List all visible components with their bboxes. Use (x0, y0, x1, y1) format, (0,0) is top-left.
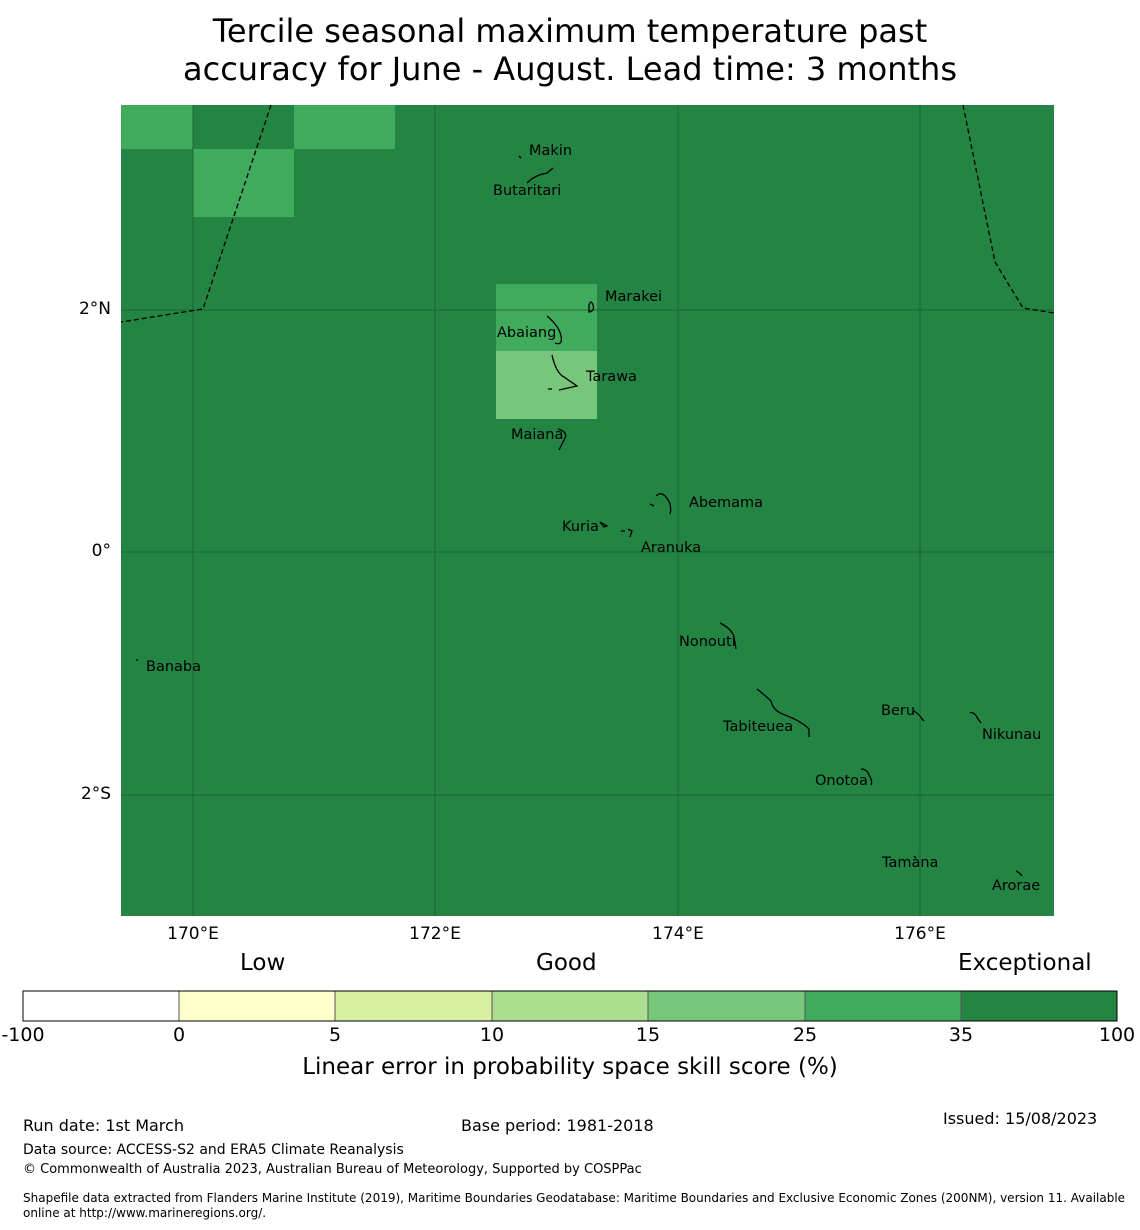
lon-label-170e: 170°E (167, 924, 219, 944)
label-tamana: Tamana (881, 855, 938, 871)
island-tarawa (548, 354, 579, 391)
island-makin (518, 155, 522, 159)
shapefile-credit-line-2: online at http://www.marineregions.org/. (23, 1206, 267, 1220)
cell-25-35 (193, 149, 294, 217)
label-abaiang: Abaiang (497, 325, 556, 341)
label-arorae: Arorae (992, 878, 1040, 894)
label-kuria: Kuria (562, 519, 599, 535)
island-butaritari (526, 167, 554, 184)
colorbar-title: Linear error in probability space skill … (302, 1054, 838, 1080)
eez-boundary (120, 104, 1055, 323)
label-maiana: Maiana (511, 427, 563, 443)
label-marakei: Marakei (605, 289, 662, 305)
map-background (121, 105, 1054, 916)
legend-category-good: Good (536, 950, 597, 976)
label-beru: Beru (881, 703, 915, 719)
lat-label-0: 0° (91, 541, 111, 561)
colorbar-tick: 25 (792, 1024, 818, 1046)
colorbar-swatch-2 (179, 991, 335, 1021)
legend-category-low: Low (240, 950, 286, 976)
colorbar-swatch-1 (23, 991, 179, 1021)
run-date: Run date: 1st March (23, 1116, 184, 1135)
island-beru (913, 710, 925, 722)
label-onotoa: Onotoa (815, 773, 868, 789)
colorbar-tick: 0 (172, 1024, 186, 1046)
colorbar-tick: 10 (479, 1024, 505, 1046)
colorbar-swatch-7 (961, 991, 1117, 1021)
island-onotoa (860, 768, 873, 786)
label-nonouti: Nonouti (679, 634, 736, 650)
island-marakei (588, 301, 595, 313)
base-period: Base period: 1981-2018 (461, 1116, 654, 1135)
colorbar-swatch-5 (648, 991, 805, 1021)
lat-label-2s: 2°S (80, 784, 111, 804)
cell-25-35 (294, 105, 395, 149)
island-nikunau (969, 711, 982, 724)
label-butaritari: Butaritari (493, 183, 561, 199)
lon-label-176e: 176°E (894, 924, 946, 944)
island-outlines (136, 155, 1023, 877)
island-aranuka (621, 528, 633, 538)
lon-label-172e: 172°E (409, 924, 461, 944)
label-aranuka: Aranuka (641, 540, 701, 556)
colorbar-tick: 5 (328, 1024, 342, 1046)
island-kuria (599, 521, 609, 528)
label-tarawa: Tarawa (585, 369, 637, 385)
copyright: © Commonwealth of Australia 2023, Austra… (23, 1162, 642, 1177)
colorbar-tick: 100 (1098, 1024, 1136, 1046)
shapefile-credit-line-1: Shapefile data extracted from Flanders M… (23, 1191, 1126, 1205)
label-tabiteuea: Tabiteuea (722, 719, 793, 735)
island-abaiang (546, 315, 563, 345)
chart-title-line-1: Tercile seasonal maximum temperature pas… (212, 12, 928, 50)
colorbar-tick: 15 (635, 1024, 661, 1046)
island-nonouti (719, 622, 737, 650)
colorbar-tick: -100 (1, 1024, 45, 1046)
cell-25-35 (496, 284, 597, 351)
label-abemama: Abemama (689, 495, 763, 511)
island-tabiteuea (756, 688, 810, 737)
island-abemama (649, 493, 672, 515)
colorbar-swatch-3 (335, 991, 492, 1021)
label-makin: Makin (529, 143, 572, 159)
data-source: Data source: ACCESS-S2 and ERA5 Climate … (23, 1142, 404, 1158)
island-maiana (557, 428, 567, 451)
colorbar-swatch-4 (492, 991, 648, 1021)
colorbar (22, 990, 1118, 1022)
chart-title-line-2: accuracy for June - August. Lead time: 3… (183, 50, 957, 88)
cell-25-35 (121, 105, 193, 149)
gridlines (121, 105, 1054, 916)
lat-label-2n: 2°N (78, 299, 111, 319)
issued-date: Issued: 15/08/2023 (943, 1109, 1098, 1128)
legend-category-exceptional: Exceptional (958, 950, 1092, 976)
lon-label-174e: 174°E (652, 924, 704, 944)
label-nikunau: Nikunau (982, 727, 1041, 743)
label-banaba: Banaba (146, 659, 201, 675)
island-arorae (1015, 870, 1023, 877)
cell-15-25 (496, 351, 597, 419)
colorbar-tick: 35 (948, 1024, 974, 1046)
colorbar-swatch-6 (805, 991, 961, 1021)
island-tamana (913, 855, 917, 859)
